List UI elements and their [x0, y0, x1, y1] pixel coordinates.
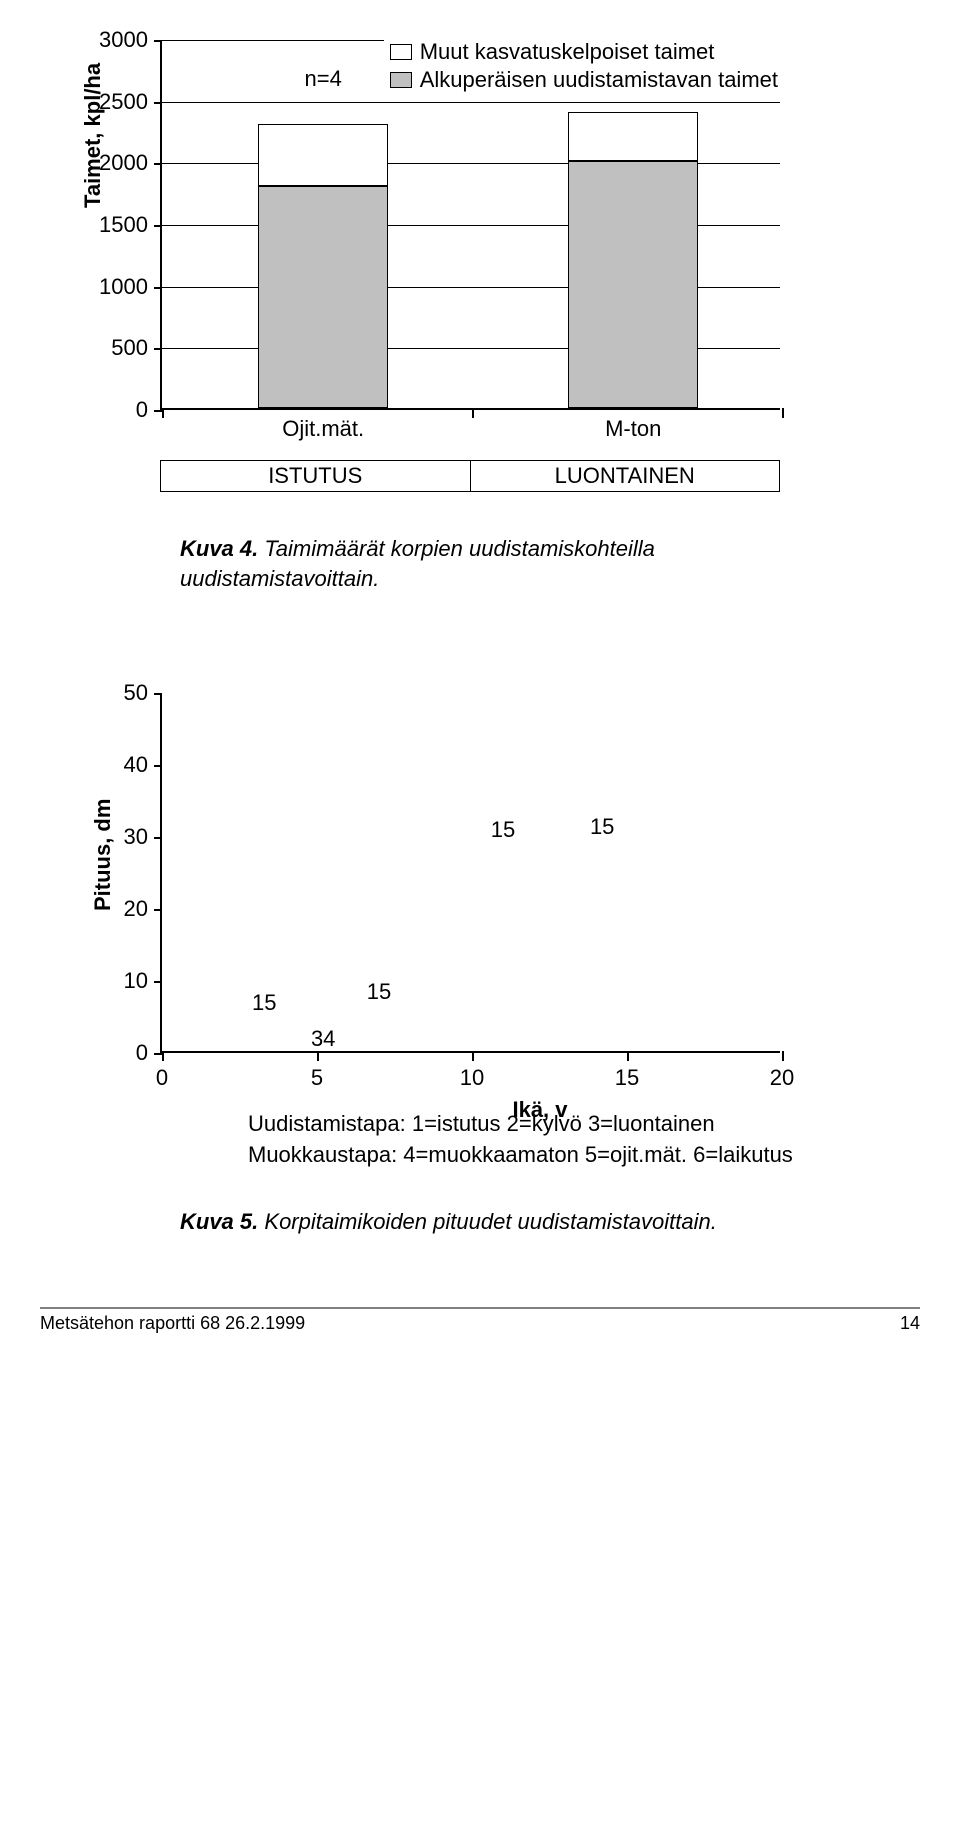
- chart1-bar-segment: [258, 186, 388, 408]
- chart2-yticklabel: 40: [88, 752, 148, 778]
- chart2-xticklabel: 0: [156, 1065, 168, 1091]
- legend-label: Muut kasvatuskelpoiset taimet: [420, 39, 715, 65]
- page: Taimet, kpl/ha Muut kasvatuskelpoiset ta…: [0, 0, 960, 1354]
- chart2-ytick: [154, 765, 162, 767]
- chart2-ytick: [154, 909, 162, 911]
- legend-label: Alkuperäisen uudistamistavan taimet: [420, 67, 778, 93]
- chart1-ytick: [154, 225, 162, 227]
- chart1-category-label: Ojit.mät.: [282, 416, 364, 442]
- chart1-method-cell: ISTUTUS: [161, 461, 470, 491]
- chart2-xticklabel: 15: [615, 1065, 639, 1091]
- chart2-xtick: [317, 1051, 319, 1061]
- chart2-yticklabel: 20: [88, 896, 148, 922]
- chart2-xlabel: Ikä, v: [512, 1097, 567, 1123]
- chart2-xticklabel: 5: [311, 1065, 323, 1091]
- chart1-legend: Muut kasvatuskelpoiset taimetAlkuperäise…: [384, 36, 784, 98]
- chart1-bar-segment: [568, 112, 698, 161]
- chart2-point: 15: [252, 992, 276, 1014]
- legend-item: Alkuperäisen uudistamistavan taimet: [390, 66, 778, 94]
- caption2-label: Kuva 5.: [180, 1209, 258, 1234]
- chart1-bar-segment: [258, 124, 388, 186]
- footer-right: 14: [900, 1313, 920, 1334]
- chart1-ytick: [154, 102, 162, 104]
- chart1-ytick: [154, 287, 162, 289]
- chart1-xtick: [472, 408, 474, 418]
- chart2-point: 15: [590, 816, 614, 838]
- chart2-yticklabel: 30: [88, 824, 148, 850]
- caption1: Kuva 4. Taimimäärät korpien uudistamisko…: [180, 534, 800, 593]
- footer: Metsätehon raportti 68 26.2.1999 14: [40, 1313, 920, 1334]
- footer-left: Metsätehon raportti 68 26.2.1999: [40, 1313, 305, 1334]
- chart2-plot: 01020304050051015201534151515: [160, 693, 780, 1053]
- chart2-ytick: [154, 1053, 162, 1055]
- chart1-xtick: [162, 408, 164, 418]
- chart2-ytick: [154, 693, 162, 695]
- chart1: Taimet, kpl/ha Muut kasvatuskelpoiset ta…: [160, 40, 920, 492]
- chart1-ylabel: Taimet, kpl/ha: [80, 63, 106, 208]
- chart1-yticklabel: 2500: [68, 89, 148, 115]
- legend-swatch: [390, 44, 412, 60]
- caption1-label: Kuva 4.: [180, 536, 258, 561]
- chart1-plot: Muut kasvatuskelpoiset taimetAlkuperäise…: [160, 40, 780, 410]
- footer-rule: [40, 1307, 920, 1309]
- chart1-yticklabel: 0: [68, 397, 148, 423]
- legend-item: Muut kasvatuskelpoiset taimet: [390, 38, 778, 66]
- chart2-ylabel: Pituus, dm: [90, 799, 116, 911]
- chart1-yticklabel: 2000: [68, 150, 148, 176]
- chart2-xtick: [472, 1051, 474, 1061]
- chart1-bar-segment: [568, 161, 698, 408]
- caption2: Kuva 5. Korpitaimikoiden pituudet uudist…: [180, 1207, 800, 1237]
- chart2-point: 15: [491, 819, 515, 841]
- chart1-category-label: M-ton: [605, 416, 661, 442]
- chart1-yticklabel: 500: [68, 335, 148, 361]
- caption2-text: Korpitaimikoiden pituudet uudistamistavo…: [264, 1209, 716, 1234]
- chart1-method-cell: LUONTAINEN: [470, 461, 780, 491]
- chart1-n-label: n=4: [305, 66, 342, 92]
- chart1-bar: [258, 124, 388, 408]
- legend-swatch: [390, 72, 412, 88]
- chart1-bar: [568, 112, 698, 408]
- chart2-key-line: Muokkaustapa: 4=muokkaamaton 5=ojit.mät.…: [248, 1140, 920, 1171]
- chart2-key-line: Uudistamistapa: 1=istutus 2=kylvö 3=luon…: [248, 1109, 920, 1140]
- chart1-ytick: [154, 40, 162, 42]
- chart2-point: 34: [311, 1028, 335, 1050]
- chart2-xtick: [627, 1051, 629, 1061]
- chart1-method-row: ISTUTUSLUONTAINEN: [160, 460, 780, 492]
- chart1-yticklabel: 3000: [68, 27, 148, 53]
- chart1-ytick: [154, 348, 162, 350]
- chart2-xtick: [782, 1051, 784, 1061]
- chart2-xtick: [162, 1051, 164, 1061]
- chart2-point: 15: [367, 981, 391, 1003]
- chart2-xticklabel: 10: [460, 1065, 484, 1091]
- chart1-xtick: [782, 408, 784, 418]
- chart2-yticklabel: 10: [88, 968, 148, 994]
- chart2-ytick: [154, 981, 162, 983]
- chart2-ytick: [154, 837, 162, 839]
- chart2-yticklabel: 50: [88, 680, 148, 706]
- chart2-yticklabel: 0: [88, 1040, 148, 1066]
- chart1-ytick: [154, 163, 162, 165]
- chart1-yticklabel: 1500: [68, 212, 148, 238]
- chart1-yticklabel: 1000: [68, 274, 148, 300]
- chart1-ytick: [154, 410, 162, 412]
- chart2: Pituus, dm 01020304050051015201534151515…: [160, 693, 920, 1171]
- chart2-xticklabel: 20: [770, 1065, 794, 1091]
- chart2-key: Uudistamistapa: 1=istutus 2=kylvö 3=luon…: [248, 1109, 920, 1171]
- chart1-gridline: [162, 102, 780, 103]
